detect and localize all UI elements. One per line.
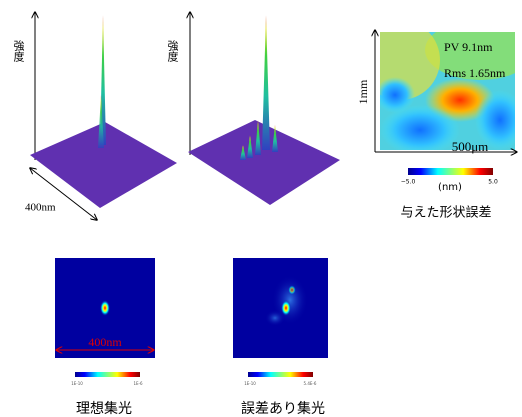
colorbar-label: 5.0	[488, 179, 498, 186]
axis-label: 400nm	[25, 202, 56, 214]
focus-error: 1E-10 5.4E-6 誤差あり集光	[233, 258, 328, 417]
annotation: PV 9.1nm	[444, 40, 493, 54]
colorbar-label: 1E-10	[71, 381, 83, 386]
caption: 理想集光	[76, 400, 132, 417]
axis-label: 強度	[166, 40, 179, 63]
colorbar-unit: (nm)	[438, 182, 462, 193]
page: 強度 400nm 強度 1mm 500μm PV 9.1nm Rms 1.65n…	[0, 0, 522, 417]
figure: 強度 400nm 強度 1mm 500μm PV 9.1nm Rms 1.65n…	[0, 0, 522, 417]
caption: 与えた形状誤差	[400, 205, 491, 221]
scale-label: 400nm	[88, 335, 122, 349]
axis-label: 強度	[12, 40, 25, 63]
colorbar-label: 5.4E-6	[304, 381, 317, 386]
surface-map: 1mm 500μm PV 9.1nm Rms 1.65nm −5.0 5.0 (…	[356, 20, 522, 221]
colorbar-label: −5.0	[401, 179, 416, 186]
focus-ideal: 400nm 1E-10 1E-6 理想集光	[55, 258, 155, 417]
colorbar-label: 1E-6	[133, 381, 143, 386]
plot-3d-ideal: 強度 400nm	[12, 12, 177, 220]
axis-label: 1mm	[356, 79, 370, 104]
caption: 誤差あり集光	[241, 400, 325, 417]
colorbar-label: 1E-10	[244, 381, 256, 386]
plot-3d-error: 強度	[166, 12, 340, 205]
axis-label: 500μm	[452, 139, 489, 154]
annotation: Rms 1.65nm	[444, 66, 506, 80]
